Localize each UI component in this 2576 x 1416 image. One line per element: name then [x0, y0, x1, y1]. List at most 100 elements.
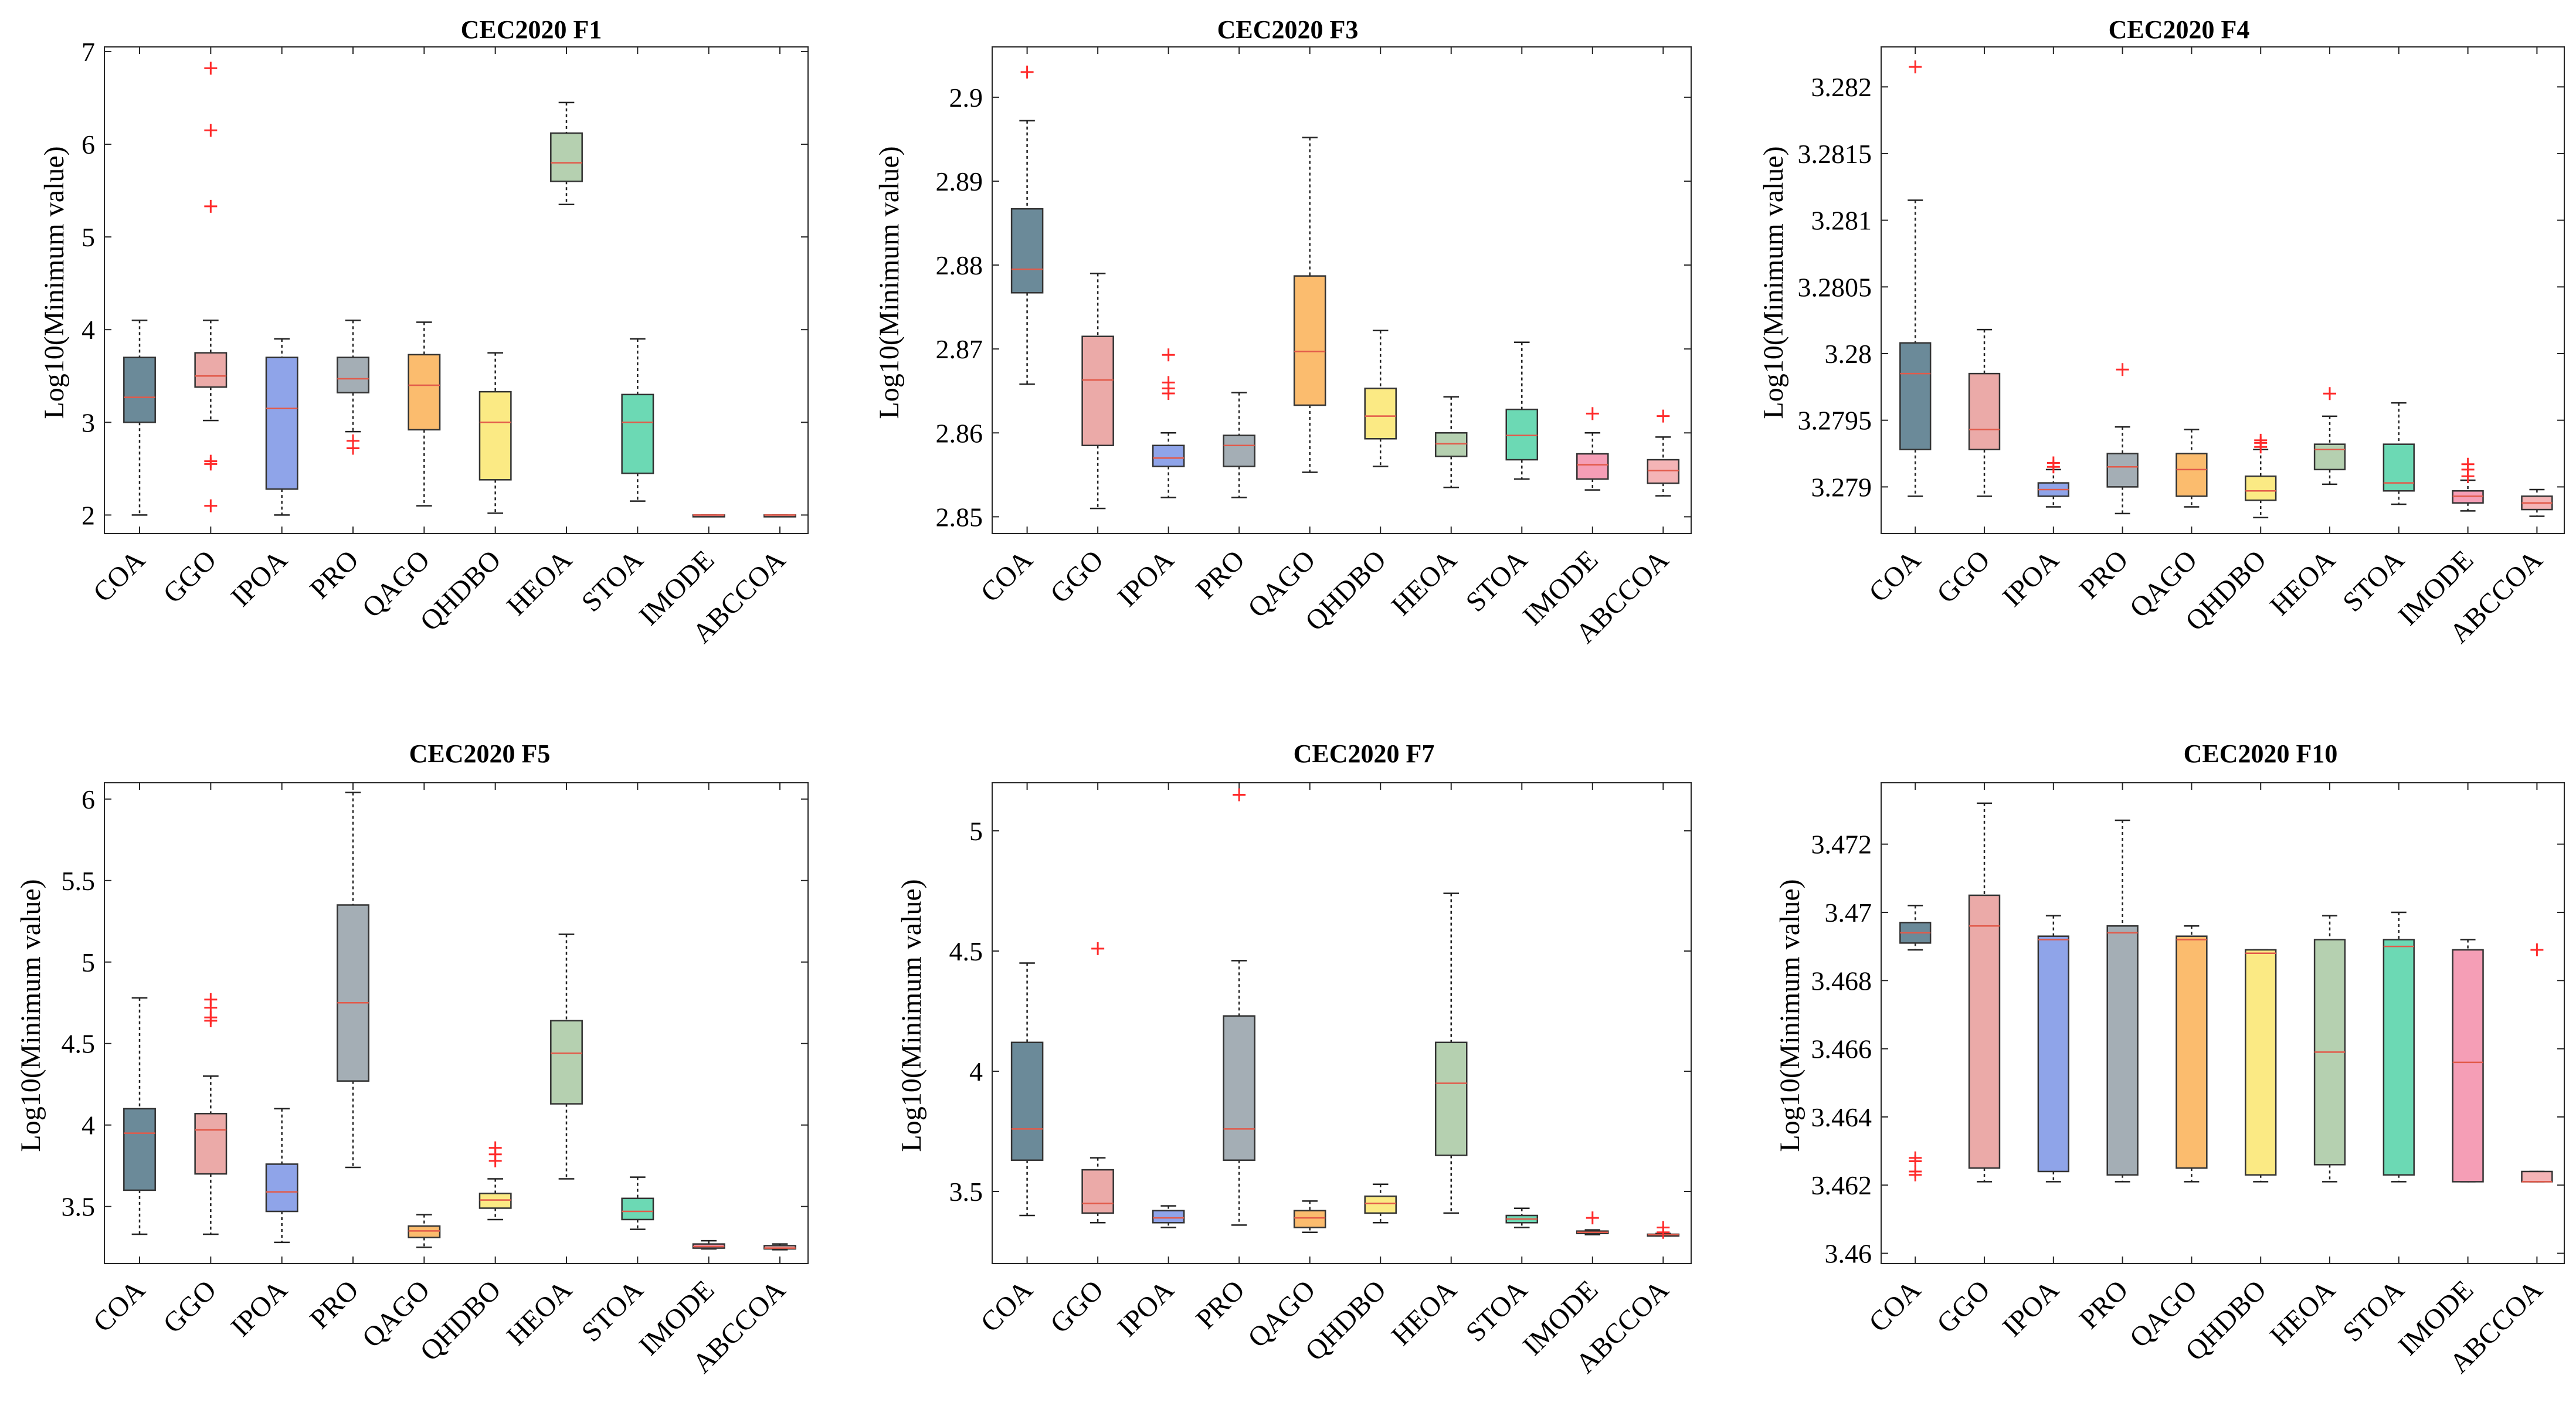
box-pro [2106, 925, 2139, 1176]
box-ipoa [2037, 935, 2070, 1173]
outlier-marker [1657, 409, 1670, 423]
y-tick-label: 2.89 [936, 167, 983, 196]
box-qago [1293, 275, 1326, 406]
box-ggo [194, 352, 228, 388]
box-qago [1293, 1210, 1326, 1228]
y-tick-label: 4 [82, 1111, 95, 1140]
outlier-marker [2461, 470, 2475, 483]
y-axis-label: Log10(Minimum value) [1758, 146, 1789, 419]
y-tick-label: 3.462 [1811, 1170, 1872, 1200]
outlier-marker [2116, 363, 2129, 376]
box-imode [2452, 949, 2484, 1183]
box-qhdbo [1364, 388, 1397, 440]
box-abccoa [2521, 1170, 2553, 1183]
box-ggo [1968, 894, 2001, 1169]
box-stoa [2382, 939, 2415, 1176]
y-tick-label: 6 [82, 130, 95, 159]
box-qago [2175, 935, 2208, 1169]
y-tick-label: 3.2815 [1798, 139, 1872, 169]
y-tick-label: 3.464 [1811, 1102, 1872, 1132]
box-ggo [1968, 372, 2001, 450]
box-stoa [621, 1197, 654, 1221]
y-tick-label: 3.5 [62, 1192, 96, 1222]
outlier-marker [2046, 460, 2060, 474]
box-qhdbo [2245, 949, 2277, 1176]
subplot-title: CEC2020 F10 [2184, 739, 2338, 768]
box-pro [1223, 1015, 1255, 1161]
box-pro [337, 356, 369, 393]
y-tick-label: 5 [969, 816, 983, 846]
outlier-marker [204, 1014, 218, 1027]
y-tick-label: 3.2805 [1798, 272, 1872, 302]
y-tick-label: 3.468 [1811, 966, 1872, 996]
outlier-marker [2254, 440, 2268, 454]
outlier-marker [204, 124, 218, 137]
y-tick-label: 4.5 [62, 1029, 96, 1059]
y-tick-label: 7 [82, 37, 95, 67]
subplot-title: CEC2020 F4 [2109, 15, 2250, 44]
box-pro [337, 904, 369, 1082]
box-coa [123, 356, 156, 423]
y-tick-label: 3.466 [1811, 1034, 1872, 1064]
box-stoa [2382, 443, 2415, 492]
box-ipoa [1152, 444, 1185, 467]
box-pro [1223, 434, 1255, 467]
box-ggo [194, 1113, 228, 1175]
box-abccoa [763, 1245, 796, 1250]
box-stoa [1505, 408, 1539, 461]
y-tick-label: 2.85 [936, 502, 983, 532]
y-tick-label: 3.47 [1825, 898, 1872, 928]
y-axis-label: Log10(Minimum value) [896, 879, 927, 1152]
outlier-marker [1586, 1211, 1599, 1225]
box-qago [408, 354, 441, 431]
outlier-marker [1020, 65, 1034, 79]
box-qhdbo [478, 1193, 512, 1209]
box-stoa [621, 393, 654, 474]
y-tick-label: 3.5 [949, 1177, 983, 1207]
y-tick-label: 5 [82, 948, 95, 977]
y-tick-label: 3.28 [1825, 339, 1872, 369]
plot-frame [104, 46, 809, 534]
plot-frame [992, 46, 1692, 534]
box-qhdbo [1364, 1195, 1397, 1214]
box-pro [2106, 453, 2139, 488]
box-heoa [1434, 1041, 1468, 1156]
y-tick-label: 4 [969, 1057, 983, 1086]
outlier-marker [2530, 943, 2544, 956]
y-tick-label: 5.5 [62, 866, 96, 896]
plot-frame [104, 782, 809, 1264]
box-heoa [550, 1020, 583, 1105]
y-axis-label: Log10(Minimum value) [39, 146, 70, 419]
y-tick-label: 3 [82, 408, 95, 437]
outlier-marker [1233, 788, 1246, 802]
box-ggo [1081, 335, 1114, 446]
subplot-title: CEC2020 F7 [1294, 739, 1435, 768]
y-tick-label: 4 [82, 315, 95, 345]
box-coa [1010, 1041, 1044, 1161]
outlier-marker [204, 499, 218, 512]
plot-frame [1881, 782, 2565, 1264]
box-qhdbo [478, 390, 512, 481]
outlier-marker [204, 199, 218, 213]
box-heoa [550, 132, 583, 182]
y-tick-label: 3.472 [1811, 830, 1872, 860]
y-axis-label: Log10(Minimum value) [874, 146, 905, 419]
outlier-marker [488, 1154, 502, 1167]
subplot-title: CEC2020 F5 [409, 739, 551, 768]
plot-frame [1881, 46, 2565, 534]
y-tick-label: 6 [82, 785, 95, 814]
y-tick-label: 3.282 [1811, 72, 1872, 102]
box-heoa [2313, 443, 2346, 471]
outlier-marker [1909, 60, 1922, 74]
box-qago [408, 1225, 441, 1238]
y-tick-label: 2 [82, 500, 95, 530]
box-heoa [1434, 432, 1468, 457]
outlier-marker [1657, 1225, 1670, 1239]
box-ipoa [265, 1163, 298, 1213]
outlier-marker [347, 442, 359, 455]
box-imode [1576, 453, 1609, 480]
outlier-marker [1586, 407, 1599, 420]
outlier-marker [1162, 348, 1175, 362]
outlier-marker [204, 457, 218, 471]
